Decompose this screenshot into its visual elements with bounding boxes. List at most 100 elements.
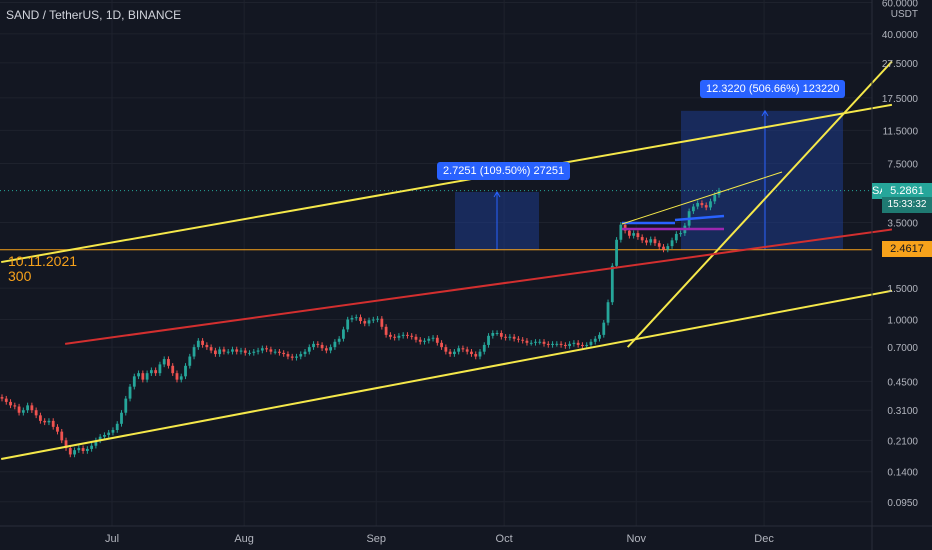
- blue-range-marks[interactable]: [621, 171, 783, 231]
- candle-body: [491, 333, 495, 336]
- price-tick-label: 60.0000: [882, 0, 919, 9]
- candle-body: [606, 302, 610, 323]
- annotation-date: 10.11.2021: [8, 253, 78, 269]
- yellow-trendline[interactable]: [1, 103, 893, 264]
- candle-body: [222, 349, 226, 352]
- measure-rect[interactable]: [681, 110, 843, 250]
- candle-body: [713, 194, 717, 202]
- last-price-tag: 5.2861: [882, 183, 932, 199]
- candle-body: [423, 340, 426, 342]
- candle-body: [286, 354, 290, 357]
- measure-label-2[interactable]: 12.3220 (506.66%) 123220: [700, 80, 846, 98]
- candle-body: [350, 317, 354, 320]
- yellow-trendline[interactable]: [626, 60, 893, 348]
- candle-body: [179, 376, 183, 380]
- candle-body: [4, 398, 8, 402]
- candle-body: [572, 342, 576, 344]
- candle-body: [218, 349, 222, 355]
- candle-body: [410, 335, 414, 337]
- candle-body: [226, 351, 230, 353]
- candle-body: [397, 335, 401, 338]
- measure-label-1[interactable]: 2.7251 (109.50%) 27251: [437, 162, 571, 180]
- candle-body: [243, 350, 247, 353]
- candle-body: [282, 352, 286, 355]
- candle-body: [273, 351, 277, 353]
- candle-body: [431, 337, 435, 339]
- candle-body: [363, 321, 367, 324]
- level-price-tag: 2.4617: [882, 241, 932, 257]
- candle-body: [68, 448, 72, 455]
- candle-body: [248, 352, 251, 354]
- candle-body: [666, 246, 670, 250]
- candle-body: [115, 423, 119, 431]
- price-tick-label: 0.1400: [887, 468, 918, 479]
- candle-body: [231, 349, 234, 352]
- measure-tools[interactable]: [455, 109, 843, 250]
- thin-channel-line[interactable]: [621, 171, 783, 225]
- price-axis[interactable]: 60.0000 40.0000 27.5000 17.5000 11.5000 7.500…: [882, 0, 919, 509]
- candle-body: [482, 344, 486, 352]
- candle-body: [175, 373, 179, 380]
- candle-body: [538, 341, 542, 343]
- yellow-trendline[interactable]: [1, 289, 893, 461]
- candle-body: [34, 410, 38, 416]
- candle-body: [384, 326, 388, 335]
- candle-body: [427, 338, 431, 341]
- candle-body: [525, 340, 529, 343]
- candle-body: [269, 349, 273, 352]
- last-price-label: 5.2861: [890, 185, 924, 197]
- candle-body: [593, 338, 597, 342]
- candle-body: [700, 203, 704, 206]
- time-axis[interactable]: Jul Aug Sep Oct Nov Dec: [105, 533, 774, 545]
- candle-body: [346, 319, 350, 330]
- candle-body: [512, 336, 516, 339]
- candle-body: [474, 354, 478, 357]
- candle-body: [51, 420, 55, 427]
- candle-body: [470, 351, 473, 355]
- candle-body: [205, 344, 209, 348]
- measure-arrowhead[interactable]: [493, 191, 501, 198]
- candle-body: [559, 343, 563, 345]
- price-tick-label: 27.5000: [882, 59, 919, 70]
- candle-body: [171, 365, 175, 374]
- candle-body: [649, 239, 653, 243]
- candle-body: [534, 341, 537, 343]
- candle-body: [316, 343, 320, 345]
- candle-body: [632, 233, 636, 236]
- candle-body: [376, 318, 379, 320]
- candle-body: [188, 356, 192, 366]
- candle-body: [478, 351, 482, 357]
- candle-body: [303, 351, 307, 355]
- candle-body: [610, 265, 614, 303]
- currency-label: USDT: [891, 9, 918, 20]
- price-tick-label: 0.4500: [887, 377, 918, 388]
- candle-body: [324, 348, 328, 351]
- trendlines[interactable]: [1, 60, 893, 461]
- candle-body: [636, 233, 640, 238]
- price-tick-label: 1.0000: [887, 316, 918, 327]
- candle-body: [13, 405, 17, 407]
- time-tick-label: Nov: [626, 533, 646, 545]
- candle-body: [414, 336, 418, 340]
- candle-body: [623, 224, 627, 231]
- blue-mark-upper-2[interactable]: [674, 214, 725, 222]
- time-tick-label: Oct: [496, 533, 513, 545]
- candle-body: [589, 341, 593, 345]
- candle-body: [440, 342, 443, 348]
- price-tick-label: 3.5000: [887, 218, 918, 229]
- time-tick-label: Aug: [234, 533, 254, 545]
- candle-body: [598, 334, 601, 339]
- level-price-label: 2.4617: [890, 243, 924, 255]
- candle-body: [17, 406, 21, 413]
- candle-body: [81, 448, 85, 452]
- date-annotation[interactable]: 10.11.2021 300: [8, 254, 77, 284]
- red-trendline[interactable]: [64, 228, 893, 345]
- candle-body: [137, 373, 140, 377]
- time-tick-label: Jul: [105, 533, 119, 545]
- candle-body: [499, 333, 503, 337]
- candle-body: [435, 337, 439, 343]
- candle-body: [704, 205, 708, 208]
- price-tick-label: 0.7000: [887, 343, 918, 354]
- measure-arrowhead[interactable]: [761, 109, 769, 117]
